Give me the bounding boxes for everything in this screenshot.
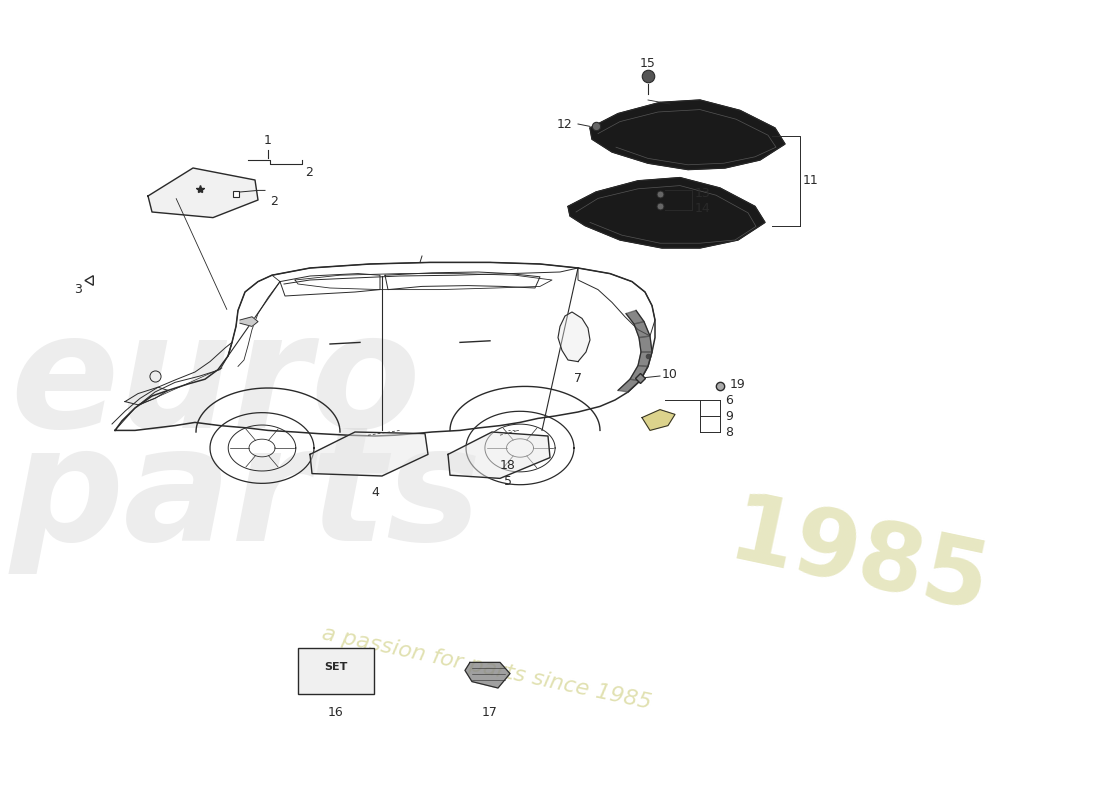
Polygon shape [125, 387, 168, 405]
Polygon shape [639, 336, 652, 352]
FancyBboxPatch shape [298, 648, 374, 694]
Text: 1: 1 [264, 134, 272, 147]
Polygon shape [568, 178, 764, 248]
Text: euro: euro [10, 306, 420, 462]
Polygon shape [630, 366, 648, 381]
Text: 4: 4 [371, 486, 378, 498]
Text: 6: 6 [725, 394, 733, 406]
Polygon shape [634, 322, 650, 338]
Text: 17: 17 [482, 706, 498, 718]
Text: 13: 13 [695, 187, 711, 200]
Polygon shape [465, 662, 510, 688]
Polygon shape [626, 310, 644, 324]
Polygon shape [638, 352, 652, 366]
Text: 16: 16 [328, 706, 344, 719]
Polygon shape [448, 432, 550, 478]
Text: 2: 2 [270, 195, 278, 208]
Text: 5: 5 [504, 475, 512, 488]
Text: a passion for parts since 1985: a passion for parts since 1985 [320, 623, 653, 713]
Text: 9: 9 [725, 410, 733, 422]
Polygon shape [310, 432, 428, 476]
Polygon shape [642, 410, 675, 430]
Text: 10: 10 [662, 368, 678, 381]
Text: 8: 8 [725, 426, 733, 438]
Text: 11: 11 [803, 174, 818, 186]
Polygon shape [590, 100, 785, 170]
Polygon shape [148, 168, 258, 218]
Text: 12: 12 [557, 118, 572, 130]
Text: 1985: 1985 [720, 488, 997, 632]
Text: 14: 14 [695, 202, 711, 214]
Text: 2: 2 [305, 166, 312, 179]
Text: 19: 19 [730, 378, 746, 390]
Text: 15: 15 [640, 58, 656, 70]
Text: 18: 18 [500, 459, 516, 472]
Text: parts: parts [10, 418, 483, 574]
Polygon shape [240, 317, 258, 326]
Text: 7: 7 [574, 372, 582, 385]
Polygon shape [558, 312, 590, 362]
Text: SET: SET [324, 662, 348, 672]
Text: 3: 3 [74, 283, 82, 296]
Polygon shape [618, 379, 640, 392]
